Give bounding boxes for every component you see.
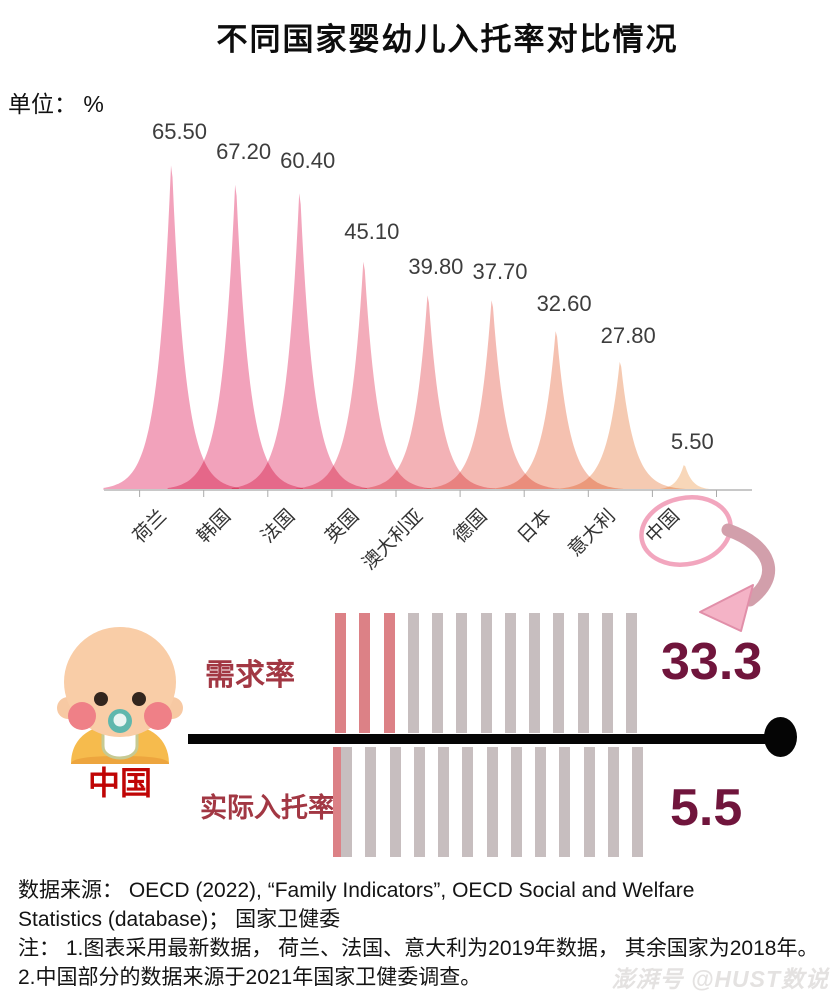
value-label-韩国: 67.20 xyxy=(216,139,271,164)
peak-area-澳大利亚 xyxy=(359,295,496,490)
curved-arrow-tail-icon xyxy=(721,523,776,607)
value-label-法国: 60.40 xyxy=(280,148,335,173)
actual-enrollment-value: 5.5 xyxy=(670,779,743,837)
category-label-法国: 法国 xyxy=(257,505,299,547)
footer-notes: 数据来源： OECD (2022), “Family Indicators”, … xyxy=(18,876,830,992)
actual-bar-base xyxy=(462,747,474,857)
category-label-中国: 中国 xyxy=(641,505,683,547)
actual-enrollment-label: 实际入托率 xyxy=(200,793,335,823)
demand-bar-base xyxy=(577,613,589,733)
axis-ticks xyxy=(139,490,717,497)
peak-area-法国 xyxy=(231,193,368,491)
note-line-2: 2.中国部分的数据来源于2021年国家卫健委调查。 xyxy=(18,966,482,989)
actual-bar-highlight xyxy=(333,747,341,857)
value-label-中国: 5.50 xyxy=(671,429,714,454)
demand-bar-base xyxy=(407,613,419,733)
actual-tally-bars xyxy=(333,747,646,857)
source-line-2: Statistics (database)； 国家卫健委 xyxy=(18,908,341,931)
category-label-英国: 英国 xyxy=(321,505,363,547)
value-label-德国: 37.70 xyxy=(472,259,527,284)
demand-bar-highlight xyxy=(383,613,395,733)
peak-area-荷兰 xyxy=(103,165,240,490)
actual-bar-base xyxy=(583,747,595,857)
category-label-日本: 日本 xyxy=(513,505,555,547)
peak-area-日本 xyxy=(488,331,625,490)
peak-area-韩国 xyxy=(167,184,304,490)
page-title: 不同国家婴幼儿入托率对比情况 xyxy=(216,22,679,57)
peak-area-意大利 xyxy=(552,361,689,490)
peak-area-英国 xyxy=(295,261,432,490)
demand-bar-base xyxy=(553,613,565,733)
demand-rate-value: 33.3 xyxy=(661,633,763,691)
category-label-荷兰: 荷兰 xyxy=(129,505,171,547)
actual-bar-base xyxy=(438,747,449,857)
actual-bar-base xyxy=(607,747,619,857)
value-label-意大利: 27.80 xyxy=(601,323,656,348)
divider-line xyxy=(188,734,765,744)
demand-rate-label: 需求率 xyxy=(205,659,295,692)
baby-icon xyxy=(57,627,183,764)
demand-bar-base xyxy=(529,613,540,733)
china-highlight-circle-icon xyxy=(639,495,733,567)
unit-label: 单位： % xyxy=(8,91,104,117)
enrollment-rate-chart: 65.50 荷兰 67.20 韩国 60.40 法国 45.10 英国 39.80 澳大利亚 37.… xyxy=(103,119,776,632)
category-label-韩国: 韩国 xyxy=(193,505,235,547)
peaks-layer xyxy=(103,165,723,491)
demand-bar-highlight xyxy=(335,613,346,733)
demand-bar-base xyxy=(456,613,468,733)
value-label-荷兰: 65.50 xyxy=(152,119,207,144)
value-label-日本: 32.60 xyxy=(537,291,592,316)
watermark: 澎湃号 @HUST数说 xyxy=(611,966,829,992)
actual-bar-base xyxy=(341,747,352,857)
category-label-澳大利亚: 澳大利亚 xyxy=(358,505,427,574)
demand-tally-bars xyxy=(335,613,640,733)
demand-bar-base xyxy=(432,613,443,733)
source-line-1: 数据来源： OECD (2022), “Family Indicators”, … xyxy=(18,879,695,902)
demand-bar-base xyxy=(601,613,613,733)
value-label-澳大利亚: 39.80 xyxy=(408,254,463,279)
category-label-意大利: 意大利 xyxy=(564,505,620,561)
demand-bar-base xyxy=(504,613,516,733)
line-end-dot-icon xyxy=(764,717,797,757)
actual-bar-base xyxy=(535,747,546,857)
demand-bar-base xyxy=(480,613,492,733)
actual-bar-base xyxy=(389,747,401,857)
actual-bar-base xyxy=(486,747,498,857)
actual-bar-base xyxy=(510,747,522,857)
demand-bar-highlight xyxy=(359,613,371,733)
demand-bar-base xyxy=(626,613,637,733)
actual-bar-base xyxy=(413,747,425,857)
actual-bar-base xyxy=(559,747,571,857)
arrow-head-icon xyxy=(699,584,754,632)
peak-area-中国 xyxy=(646,465,723,490)
chart-labels: 65.50 荷兰 67.20 韩国 60.40 法国 45.10 英国 39.80 澳大利亚 37.… xyxy=(129,119,714,574)
value-label-英国: 45.10 xyxy=(344,219,399,244)
category-label-德国: 德国 xyxy=(449,505,491,547)
note-line-1: 注： 1.图表采用最新数据， 荷兰、法国、意大利为2019年数据， 其余国家为2… xyxy=(18,937,819,960)
china-country-label: 中国 xyxy=(87,765,152,801)
actual-bar-base xyxy=(632,747,643,857)
actual-bar-base xyxy=(365,747,377,857)
peak-area-德国 xyxy=(424,300,560,490)
